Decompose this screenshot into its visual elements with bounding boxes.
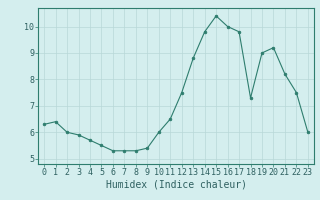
X-axis label: Humidex (Indice chaleur): Humidex (Indice chaleur) bbox=[106, 180, 246, 190]
